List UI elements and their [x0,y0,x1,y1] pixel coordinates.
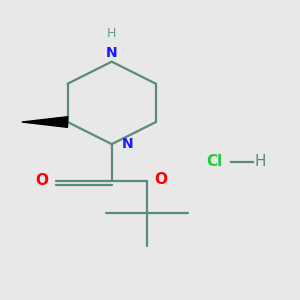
Text: O: O [35,173,48,188]
Text: O: O [154,172,167,187]
Text: H: H [107,27,116,40]
Text: H: H [255,154,266,169]
Text: N: N [122,137,134,151]
Text: N: N [106,46,118,60]
Polygon shape [22,117,68,127]
Text: Cl: Cl [207,154,223,169]
